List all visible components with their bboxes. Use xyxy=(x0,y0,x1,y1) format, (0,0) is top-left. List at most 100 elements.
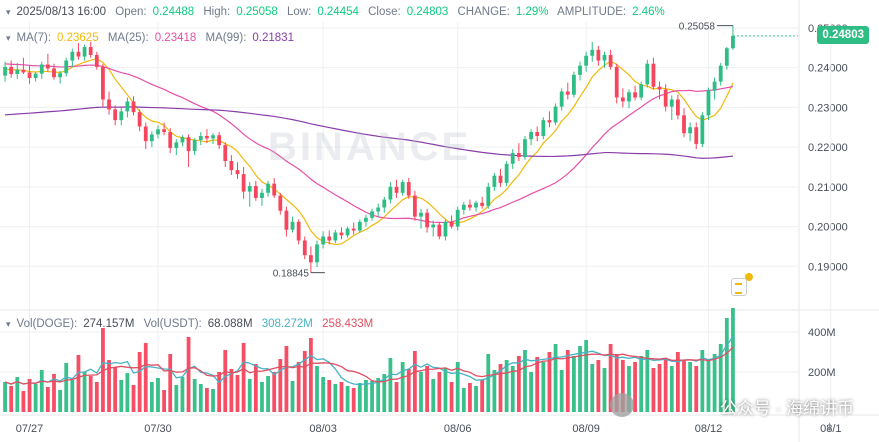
volume-bar xyxy=(260,382,264,412)
candle-body xyxy=(186,137,191,152)
volume-bar xyxy=(706,360,711,412)
volume-bar xyxy=(712,354,717,412)
candle-body xyxy=(94,54,99,67)
volume-bar xyxy=(468,383,472,412)
candle-body xyxy=(406,182,411,196)
volume-bar xyxy=(39,370,44,412)
scale-toggle-icon[interactable]: ⤓ xyxy=(826,420,832,434)
candle-body xyxy=(205,136,209,139)
candle-body xyxy=(461,204,466,210)
vol-doge-value: 274.157M xyxy=(83,318,135,330)
candle-body xyxy=(266,183,270,193)
candle-body xyxy=(9,66,14,75)
candle-body xyxy=(608,54,613,67)
volume-bar xyxy=(431,379,436,412)
volume-bar xyxy=(247,379,252,412)
candle-body xyxy=(125,101,130,112)
close-label: Close: xyxy=(368,6,401,18)
volume-bar xyxy=(174,385,179,412)
candle-body xyxy=(180,137,185,143)
volume-bar xyxy=(406,369,411,412)
volume-bar xyxy=(731,308,735,412)
candle-body xyxy=(70,51,75,61)
candle-body xyxy=(376,207,381,212)
volume-bar xyxy=(333,384,338,412)
volume-bar xyxy=(370,381,374,412)
volume-bar xyxy=(486,354,491,412)
candle-body xyxy=(21,69,26,73)
candle-body xyxy=(327,236,332,241)
candle-body xyxy=(663,89,668,107)
candle-body xyxy=(706,90,711,116)
candle-body xyxy=(192,139,197,152)
volume-bar xyxy=(125,373,130,412)
candle-body xyxy=(174,142,179,148)
volume-bar xyxy=(88,376,93,412)
volume-bar xyxy=(584,340,589,412)
volume-bar xyxy=(284,346,289,412)
volume-bar xyxy=(504,360,509,412)
change-label: CHANGE: xyxy=(457,6,510,18)
candle-body xyxy=(455,209,460,227)
candle-body xyxy=(45,64,50,69)
candle-body xyxy=(572,74,576,95)
time-tick-label: 08/06 xyxy=(444,423,472,435)
collapse-chevron-icon[interactable]: ▾ xyxy=(6,7,11,17)
volume-bar xyxy=(663,358,668,412)
candle-body xyxy=(590,49,595,56)
volume-bar xyxy=(645,350,650,412)
volume-ma-line xyxy=(4,346,734,385)
candle-body xyxy=(58,73,63,78)
candle-body xyxy=(290,221,295,230)
volume-bar xyxy=(266,376,270,412)
candle-body xyxy=(119,111,124,121)
volume-bar xyxy=(339,382,344,412)
volume-bar xyxy=(180,377,185,412)
volume-bar xyxy=(223,350,228,412)
volume-bar xyxy=(523,350,527,412)
wechat-logo-icon xyxy=(610,393,634,417)
amplitude-value: 2.46% xyxy=(632,6,665,18)
price-tick-label: 0.22000 xyxy=(808,142,848,154)
price-tick-label: 0.24000 xyxy=(808,63,848,75)
volume-bar xyxy=(302,351,307,412)
candle-body xyxy=(64,60,69,74)
volume-tick-label: 200M xyxy=(808,367,836,379)
candle-body xyxy=(321,236,326,245)
volume-bar xyxy=(639,356,644,412)
price-tick-label: 0.19000 xyxy=(808,261,848,273)
candle-body xyxy=(516,153,521,158)
volume-bar xyxy=(510,366,515,412)
candle-body xyxy=(107,99,111,110)
volume-bar xyxy=(198,384,203,412)
ma7-label: MA(7): xyxy=(16,32,52,44)
candle-body xyxy=(308,255,313,263)
volume-bar xyxy=(412,351,417,412)
volume-bar xyxy=(688,362,693,412)
candle-body xyxy=(394,186,399,193)
candle-body xyxy=(168,132,173,148)
volume-bar xyxy=(278,359,283,412)
volume-bar xyxy=(565,350,570,412)
candle-body xyxy=(675,99,680,116)
volume-bar xyxy=(718,344,723,412)
volume-bar xyxy=(559,370,564,412)
volume-bar xyxy=(149,382,154,412)
candle-body xyxy=(443,221,448,237)
candle-body xyxy=(449,221,454,227)
volume-bar xyxy=(217,372,222,412)
volume-ma-line xyxy=(4,336,734,386)
volume-bar xyxy=(21,391,26,412)
candle-body xyxy=(553,106,558,123)
drawing-tool-icon[interactable] xyxy=(731,278,747,296)
candle-body xyxy=(486,186,491,206)
open-value: 0.24488 xyxy=(152,6,195,18)
vol-collapse-chevron-icon[interactable]: ▾ xyxy=(6,319,11,329)
volume-bar xyxy=(33,384,38,412)
volume-bar xyxy=(76,355,81,412)
time-tick-label: 08/12 xyxy=(695,423,723,435)
volume-bar xyxy=(364,380,368,412)
ma-collapse-chevron-icon[interactable]: ▾ xyxy=(6,33,11,43)
candle-body xyxy=(284,210,289,230)
